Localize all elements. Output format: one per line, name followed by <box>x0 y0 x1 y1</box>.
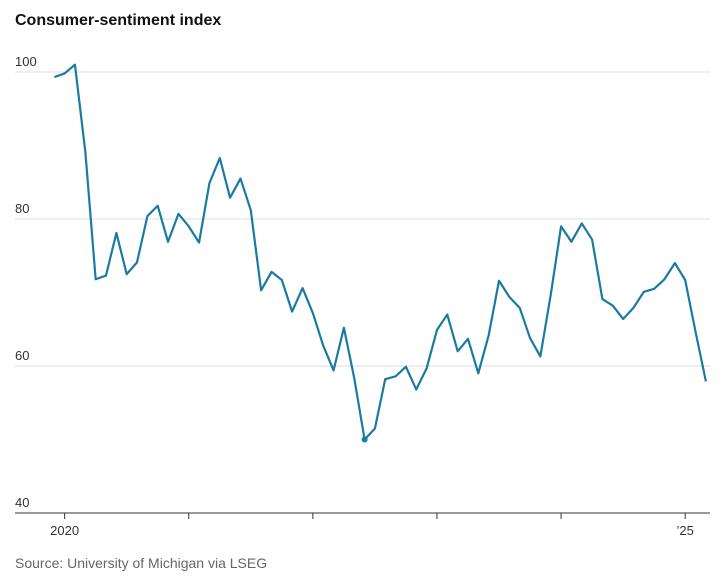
line <box>53 63 707 441</box>
highlight-dot <box>361 436 368 443</box>
source: Source: University of Michigan via LSEG <box>15 555 267 571</box>
x-tick-label: 2020 <box>50 523 79 538</box>
x-tick-label: ’25 <box>676 523 693 538</box>
y-tick-label: 80 <box>15 201 29 216</box>
y-tick-label: 40 <box>15 495 29 510</box>
y-tick-label: 100 <box>15 54 37 69</box>
chart-title: Consumer-sentiment index <box>15 12 221 29</box>
y-tick-label: 60 <box>15 348 29 363</box>
